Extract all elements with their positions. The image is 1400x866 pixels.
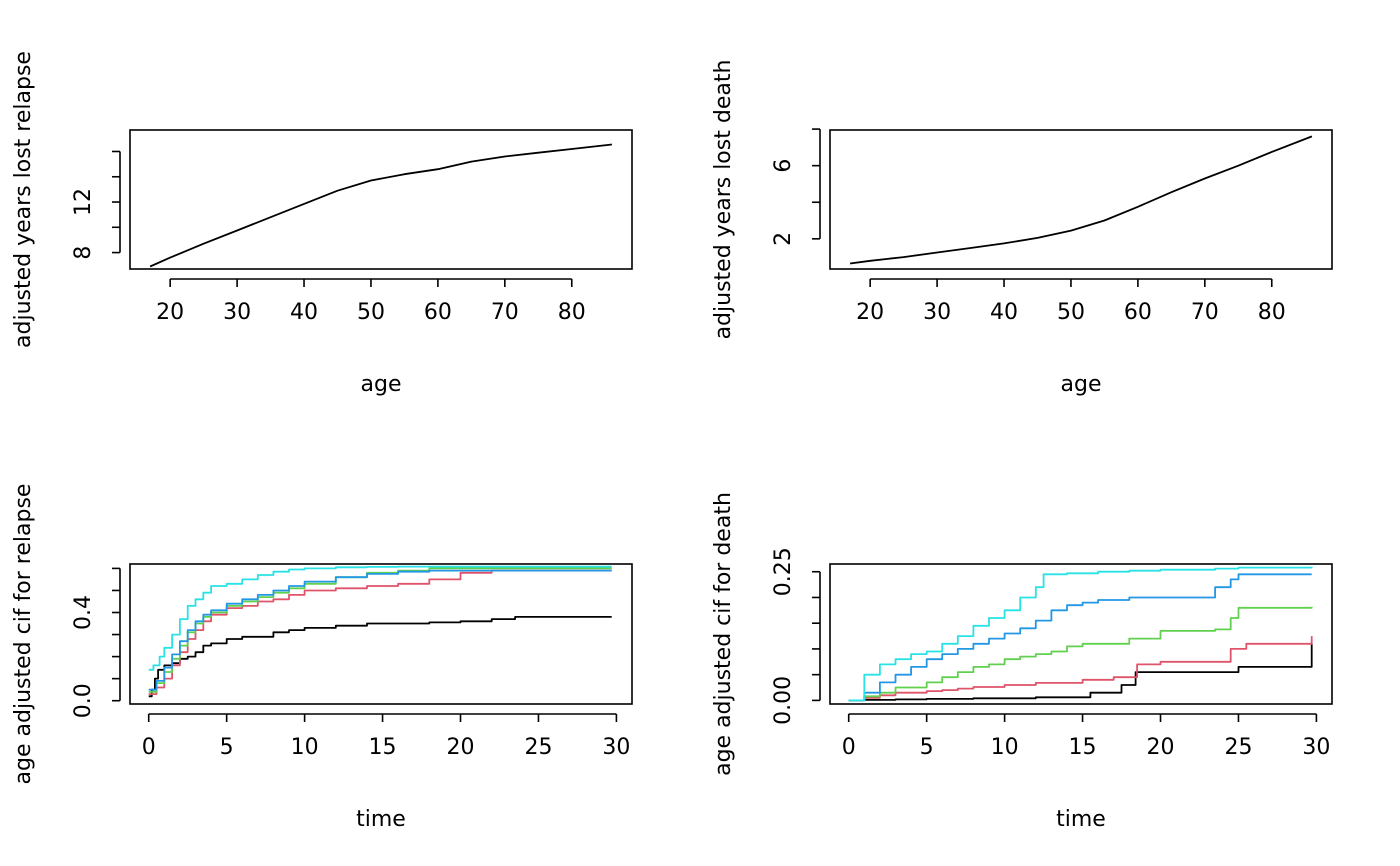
x-axis-title: age [1061,372,1102,397]
x-tick-label: 20 [447,735,475,760]
death-years-lost-panel: 20 30 40 50 60 70 80 2 6 age adjusted years lost d… [711,60,1333,397]
x-tick-label: 5 [220,735,234,760]
x-tick-label: 25 [524,735,552,760]
series-line-2 [848,636,1313,702]
series-line-3 [148,567,612,693]
death-cif-panel: 0 5 10 15 20 25 30 0.00 0.25 time age adjusted cif… [711,492,1333,832]
plot-frame [129,129,633,270]
relapse-cif-panel: 0 5 10 15 20 25 30 0.0 0.4 time age adjusted cif f… [11,484,633,832]
series-line-1 [848,643,1313,702]
y-tick-label: 0.4 [71,595,96,630]
x-tick-label: 30 [1302,735,1330,760]
y-tick-label: 0.25 [771,547,796,596]
y-tick-label: 0.0 [71,683,96,718]
x-tick-label: 60 [424,300,452,325]
relapse-years-lost-panel: 20 30 40 50 60 70 80 8 12 age adjusted years lost … [11,51,633,397]
x-tick-label: 80 [1258,300,1286,325]
plot-frame [829,563,1333,705]
y-tick-label: 8 [71,246,96,260]
series-line-5 [848,566,1313,702]
x-tick-label: 50 [357,300,385,325]
x-tick-label: 0 [842,735,856,760]
x-tick-label: 80 [558,300,586,325]
x-tick-label: 20 [156,300,184,325]
x-axis-title: time [356,807,406,832]
plot-frame [829,129,1333,270]
x-tick-label: 70 [491,300,519,325]
x-tick-label: 20 [1147,735,1175,760]
x-tick-label: 25 [1224,735,1252,760]
x-tick-label: 0 [142,735,156,760]
x-tick-label: 30 [223,300,251,325]
x-axis-title: time [1056,807,1106,832]
x-tick-label: 10 [291,735,319,760]
series-line-1 [148,616,612,698]
x-tick-label: 40 [290,300,318,325]
y-tick-label: 12 [71,188,96,216]
plot-frame [129,563,633,705]
series-line-1 [849,135,1313,265]
y-axis-title: age adjusted cif for death [711,492,736,776]
y-axis-title: age adjusted cif for relapse [11,484,36,785]
x-tick-label: 20 [856,300,884,325]
series-line-1 [149,143,613,268]
x-tick-label: 15 [369,735,397,760]
y-axis-title: adjusted years lost relapse [11,51,36,348]
series-line-3 [848,606,1313,702]
y-tick-label: 2 [771,232,796,246]
y-tick-label: 6 [771,159,796,173]
x-tick-label: 60 [1124,300,1152,325]
x-axis-title: age [361,372,402,397]
x-tick-label: 30 [602,735,630,760]
x-tick-label: 30 [923,300,951,325]
series-line-2 [148,569,612,695]
x-tick-label: 10 [991,735,1019,760]
series-line-4 [848,573,1312,702]
x-tick-label: 50 [1057,300,1085,325]
y-axis-title: adjusted years lost death [711,60,736,340]
series-line-5 [148,565,612,671]
x-tick-label: 5 [920,735,934,760]
series-line-4 [148,569,612,691]
x-tick-label: 15 [1069,735,1097,760]
x-tick-label: 40 [990,300,1018,325]
y-tick-label: 0.00 [771,676,796,725]
x-tick-label: 70 [1191,300,1219,325]
